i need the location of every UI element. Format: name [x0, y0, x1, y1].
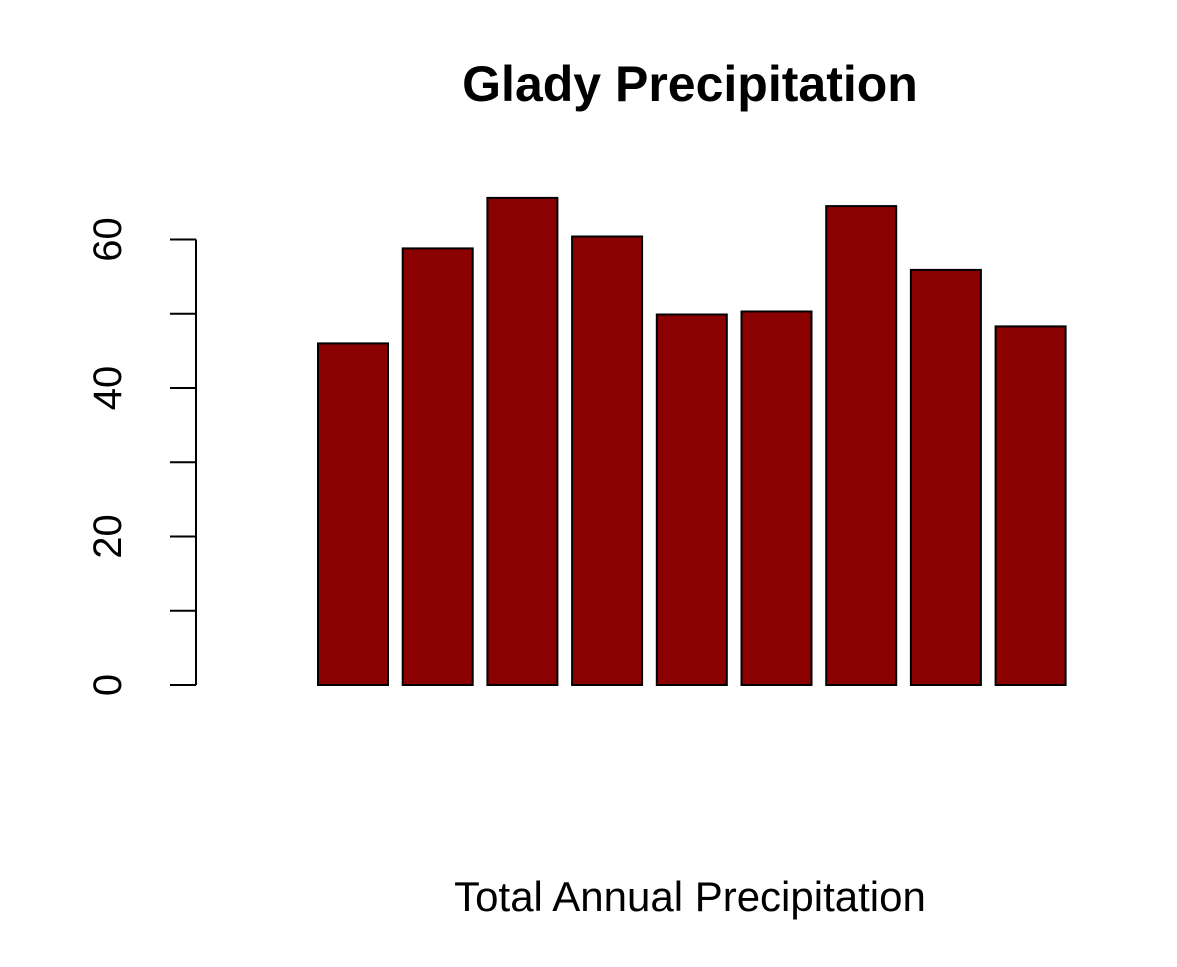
- y-tick-label: 40: [86, 366, 130, 411]
- bar: [655, 313, 728, 686]
- chart-title: Glady Precipitation: [462, 56, 918, 112]
- y-tick-label: 60: [86, 217, 130, 262]
- bar: [909, 268, 982, 686]
- bars-group: [317, 196, 1067, 686]
- bar: [740, 310, 813, 686]
- bar: [317, 342, 389, 686]
- bar: [401, 247, 474, 686]
- bar: [825, 205, 898, 686]
- y-axis: 0 20 40 60: [86, 217, 197, 696]
- y-tick-label: 0: [86, 674, 130, 696]
- x-axis-label: Total Annual Precipitation: [454, 873, 926, 920]
- bar: [571, 235, 644, 686]
- y-tick-label: 20: [86, 514, 130, 559]
- bar: [994, 325, 1067, 686]
- bar: [486, 196, 559, 686]
